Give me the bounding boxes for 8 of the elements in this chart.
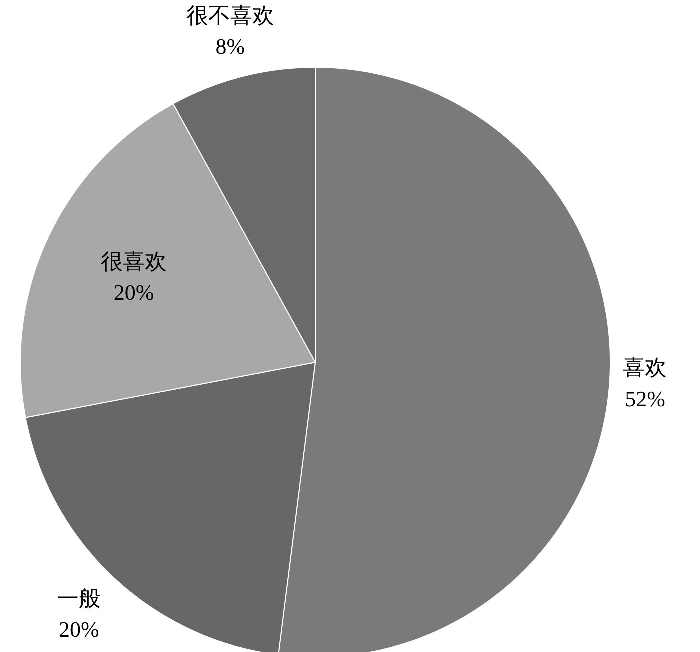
slice-label: 一般 [57, 586, 102, 611]
slice-label: 很不喜欢 [186, 2, 274, 28]
data-label: 20% [59, 617, 100, 642]
slice-label: 喜欢 [623, 355, 668, 380]
data-label: 8% [216, 34, 246, 60]
slice-label: 很喜欢 [100, 248, 167, 274]
data-label: 20% [114, 280, 154, 306]
data-label: 52% [625, 386, 666, 412]
